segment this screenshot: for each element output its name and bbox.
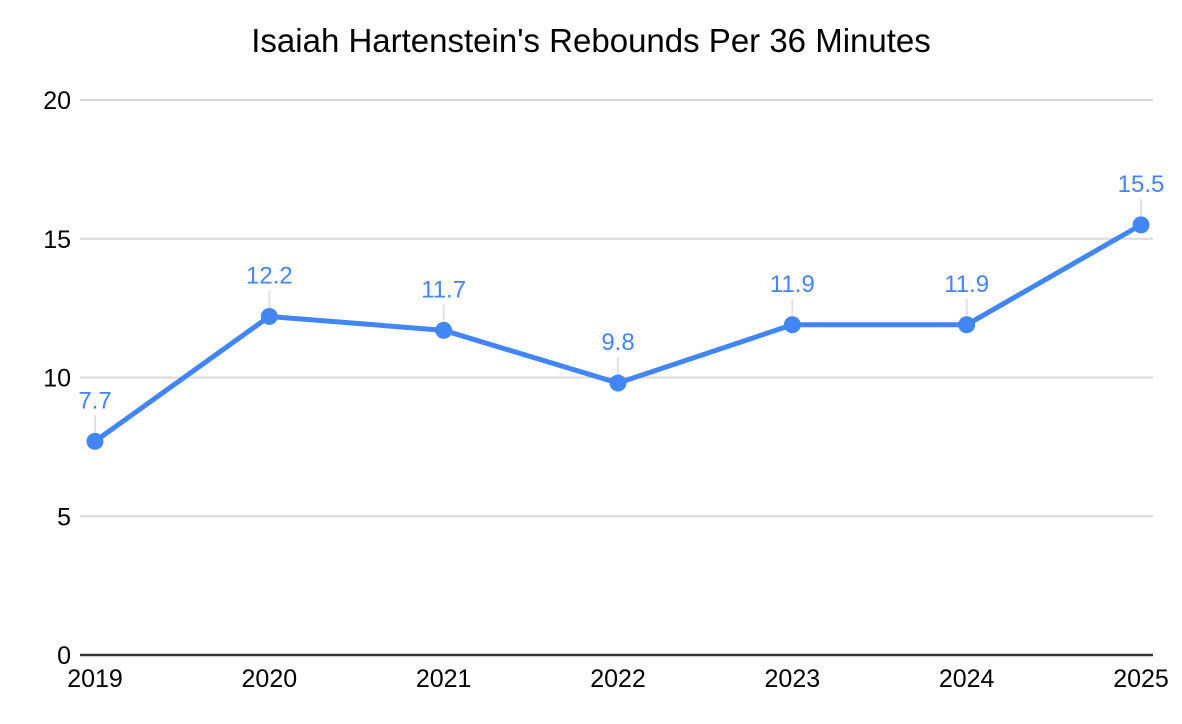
data-label: 7.7 [78,387,111,414]
data-point [86,432,104,450]
x-axis-tick-label: 2021 [416,665,472,693]
data-label: 15.5 [1118,171,1165,198]
data-label: 12.2 [246,262,293,289]
chart-title: Isaiah Hartenstein's Rebounds Per 36 Min… [251,22,931,59]
x-axis-tick-label: 2019 [67,665,123,693]
data-point [260,307,278,325]
y-axis-tick-label: 0 [57,642,71,670]
data-point [609,374,627,392]
x-axis-tick-label: 2024 [939,665,995,693]
data-point [783,316,801,334]
x-axis-tick-label: 2020 [242,665,298,693]
x-axis-tick-label: 2023 [765,665,821,693]
data-label: 11.7 [421,276,466,303]
y-axis-tick-label: 15 [43,226,71,254]
y-axis-tick-label: 10 [43,365,71,393]
data-point [1132,216,1150,234]
y-axis-tick-label: 20 [43,87,71,115]
x-axis-tick-label: 2025 [1113,665,1169,693]
data-label: 11.9 [770,271,815,298]
data-label: 11.9 [944,271,989,298]
data-label: 9.8 [601,329,634,356]
y-axis-tick-label: 5 [57,503,71,531]
data-point [958,316,976,334]
data-point [435,321,453,339]
x-axis-tick-label: 2022 [590,665,646,693]
